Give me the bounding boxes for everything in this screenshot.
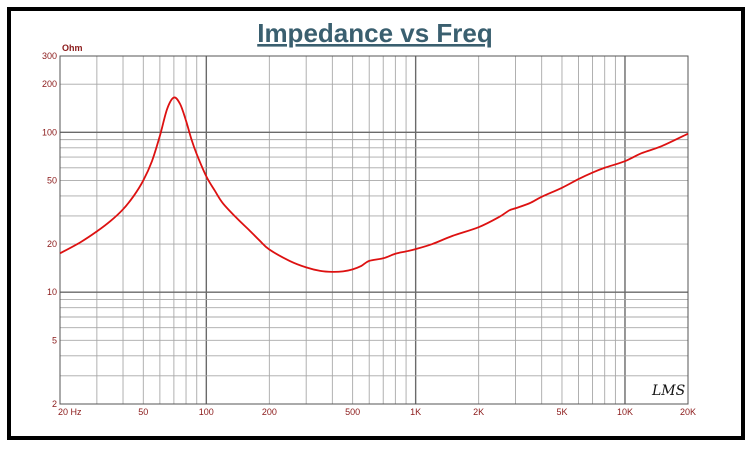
- x-tick-label: 100: [199, 407, 214, 417]
- x-tick-label: 2K: [473, 407, 484, 417]
- x-tick-label: 20 Hz: [58, 407, 82, 417]
- grid: [60, 56, 688, 404]
- x-tick-label: 50: [138, 407, 148, 417]
- x-tick-label: 20K: [680, 407, 696, 417]
- y-tick-label: 200: [42, 79, 57, 89]
- x-tick-label: 10K: [617, 407, 633, 417]
- impedance-curve: [59, 96, 689, 273]
- chart-frame: [7, 7, 745, 440]
- y-tick-label: 100: [42, 127, 57, 137]
- x-tick-label: 1K: [410, 407, 421, 417]
- y-tick-label: 20: [47, 239, 57, 249]
- y-tick-label: 5: [52, 335, 57, 345]
- x-tick-label: 200: [262, 407, 277, 417]
- y-tick-label: 300: [42, 51, 57, 61]
- y-tick-label: 50: [47, 175, 57, 185]
- series-layer: [59, 96, 689, 273]
- x-tick-label: 5K: [556, 407, 567, 417]
- plot-border: [59, 55, 689, 405]
- x-axis-ticks: 20 Hz 50 100 200 500 1K 2K 5K 10K 20K: [58, 407, 696, 417]
- y-axis-ticks: 300 200 100 50 20 10 5 2: [42, 51, 57, 409]
- y-unit-label: Ohm: [62, 43, 83, 53]
- y-tick-label: 10: [47, 287, 57, 297]
- chart-title: Impedance vs Freq: [257, 18, 493, 48]
- lms-signature: LMS: [651, 383, 685, 399]
- x-tick-label: 500: [345, 407, 360, 417]
- y-tick-label: 2: [52, 399, 57, 409]
